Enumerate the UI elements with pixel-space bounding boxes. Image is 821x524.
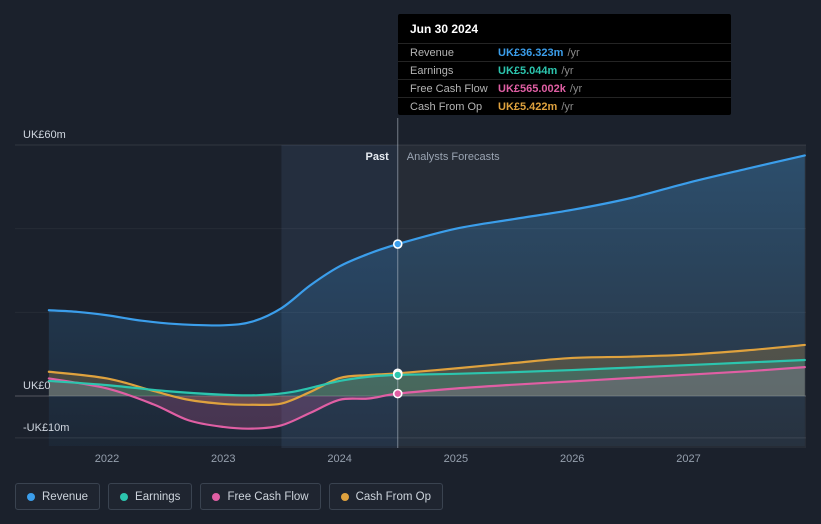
tooltip-rows: Revenue UK£36.323m/yr Earnings UK£5.044m/yr… — [398, 43, 731, 115]
free-cash-flow-marker-dot[interactable] — [392, 388, 403, 399]
revenue-legend-label: Revenue — [42, 490, 89, 503]
free-cash-flow-area — [48, 367, 805, 429]
free-cash-flow-line — [47, 366, 806, 430]
free-cash-flow-tooltip-label: Free Cash Flow — [410, 82, 488, 95]
free-cash-flow-tooltip-value: UK£565.002k — [498, 82, 566, 95]
revenue-tooltip-value: UK£36.323m — [498, 46, 564, 59]
cash-from-op-tooltip-label: Cash From Op — [410, 100, 483, 113]
revenue-marker-dot[interactable] — [392, 239, 403, 249]
chart-tooltip: Jun 30 2024 Revenue UK£36.323m/yr Earnings… — [398, 14, 731, 115]
earnings-tooltip-unit: /yr — [561, 64, 574, 77]
x-tick-label: 2024 — [327, 453, 351, 465]
earnings-line — [47, 358, 806, 397]
y-tick-label: UK£60m — [23, 129, 66, 141]
cash-from-op-tooltip-value: UK£5.422m — [498, 100, 558, 113]
cash-from-op-legend-dot — [340, 492, 349, 501]
legend-item-cash-from-op[interactable]: Cash From Op — [328, 483, 444, 510]
x-tick-label: 2027 — [676, 453, 700, 465]
revenue-legend-dot — [27, 492, 35, 501]
tooltip-row-revenue: Revenue UK£36.323m/yr — [398, 43, 731, 61]
legend-item-free-cash-flow[interactable]: Free Cash Flow — [200, 483, 321, 510]
revenue-tooltip-label: Revenue — [410, 46, 455, 59]
free-cash-flow-legend-dot — [212, 492, 221, 501]
x-tick-label: 2022 — [95, 453, 119, 465]
legend-item-earnings[interactable]: Earnings — [108, 483, 193, 510]
revenue-tooltip-unit: /yr — [567, 46, 580, 59]
free-cash-flow-tooltip-unit: /yr — [569, 82, 583, 95]
y-tick-label: -UK£10m — [23, 422, 69, 434]
earnings-tooltip-label: Earnings — [410, 64, 454, 77]
earnings-tooltip-value: UK£5.044m — [498, 64, 558, 77]
earnings-marker-dot[interactable] — [392, 370, 403, 380]
chart-legend: Revenue Earnings Free Cash Flow Cash From O… — [15, 483, 444, 510]
cash-from-op-legend-label: Cash From Op — [355, 490, 432, 503]
y-tick-label: UK£0 — [23, 380, 51, 392]
free-cash-flow-legend-label: Free Cash Flow — [227, 490, 309, 503]
earnings-legend-label: Earnings — [135, 490, 181, 503]
cash-from-op-line — [47, 343, 806, 407]
x-tick-label: 2026 — [560, 453, 584, 465]
legend-item-revenue[interactable]: Revenue — [15, 483, 101, 510]
x-tick-label: 2025 — [444, 453, 468, 465]
tooltip-row-free-cash-flow: Free Cash Flow UK£565.002k/yr — [398, 79, 731, 97]
tooltip-date: Jun 30 2024 — [410, 22, 479, 36]
tooltip-row-cash-from-op: Cash From Op UK£5.422m/yr — [398, 97, 731, 115]
revenue-line — [47, 154, 806, 327]
forecast-label: Analysts Forecasts — [407, 151, 500, 163]
revenue-area — [48, 155, 805, 446]
earnings-legend-dot — [120, 492, 129, 501]
tooltip-row-earnings: Earnings UK£5.044m/yr — [398, 61, 731, 79]
x-tick-label: 2023 — [211, 453, 235, 465]
past-label: Past — [366, 151, 390, 163]
cash-from-op-tooltip-unit: /yr — [561, 100, 574, 113]
